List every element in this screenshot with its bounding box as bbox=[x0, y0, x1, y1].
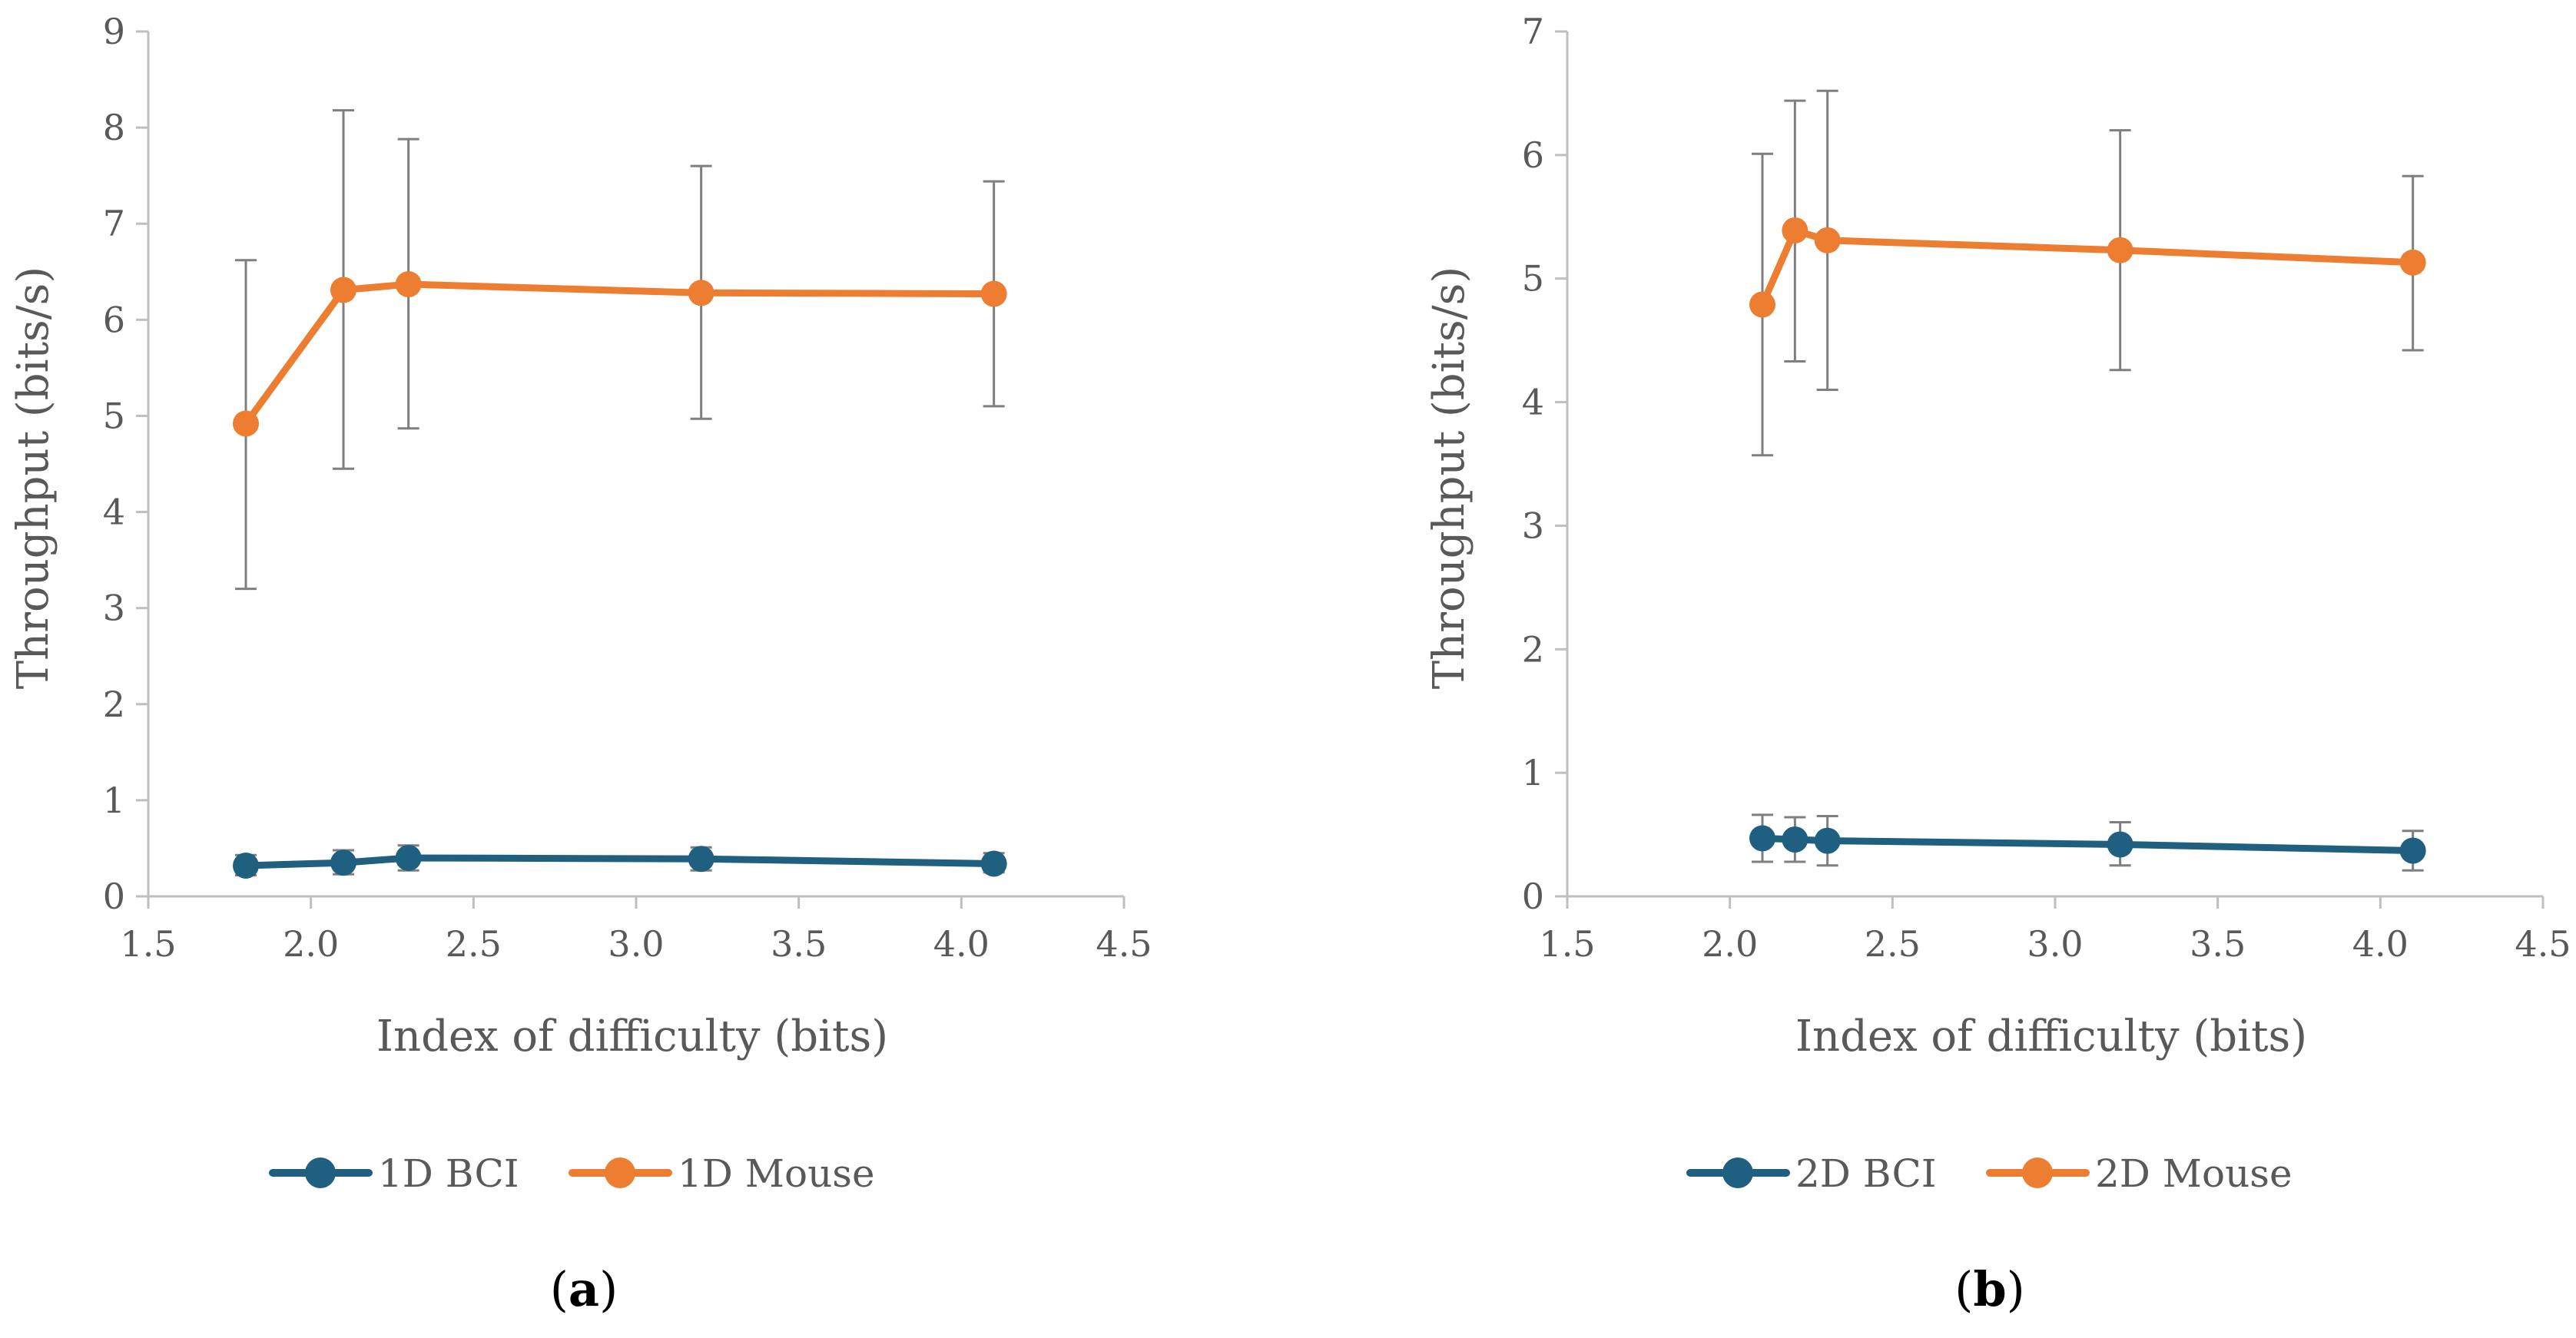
panel-a-x-tick-label: 3.5 bbox=[771, 923, 827, 965]
panel-a-x-tick-label: 4.5 bbox=[1096, 923, 1152, 965]
panel-a-y-tick-label: 9 bbox=[103, 11, 125, 52]
panel-a-bci-point bbox=[233, 852, 259, 879]
panel-b-mouse-point bbox=[1749, 291, 1775, 318]
panel-b-y-tick-label: 5 bbox=[1522, 258, 1544, 300]
panel-a-x-tick-label: 4.0 bbox=[933, 923, 990, 965]
panel-a-mouse-series-line bbox=[242, 280, 998, 427]
panel-a-plot-area: 0 1 2 3 4 5 6 7 8 9 1.5 2.0 2.5 3.0 3.5 4.0 4.5 bbox=[103, 11, 1152, 965]
panel-a-bci-point bbox=[395, 844, 422, 871]
panel-b-x-axis-title: Index of difficulty (bits) bbox=[1795, 1012, 2307, 1061]
panel-b-bci-point bbox=[2107, 831, 2133, 858]
panel-a-mouse-point bbox=[688, 280, 714, 306]
panel-a-legend-mouse-marker bbox=[605, 1158, 635, 1188]
panel-b-x-tick-label: 3.0 bbox=[2027, 923, 2083, 965]
panel-b: Index of difficulty (bits) Throughput (b… bbox=[1424, 11, 2571, 1317]
panel-b-legend: 2D BCI 2D Mouse bbox=[1686, 1151, 2293, 1196]
panel-a-bci-point bbox=[980, 850, 1007, 877]
panel-a-y-tick-label: 0 bbox=[103, 876, 125, 917]
panel-a-x-tick-label: 2.5 bbox=[446, 923, 502, 965]
panel-a-legend-bci-marker bbox=[305, 1158, 336, 1188]
panel-a-bci-series-line bbox=[242, 854, 998, 869]
panel-a-bci-point bbox=[330, 849, 356, 876]
panel-a-y-tick-label: 7 bbox=[103, 203, 125, 244]
panel-a-legend-bci-label: 1D BCI bbox=[378, 1151, 519, 1196]
panel-a-y-tick-label: 4 bbox=[103, 492, 125, 533]
panel-b-x-tick-label: 4.5 bbox=[2515, 923, 2571, 965]
panel-b-y-tick-label: 2 bbox=[1522, 628, 1544, 670]
panel-b-mouse-point bbox=[2107, 237, 2133, 263]
panel-b-y-axis-title: Throughput (bits/s) bbox=[1424, 267, 1474, 689]
panel-a: Index of difficulty (bits) Throughput (b… bbox=[8, 11, 1152, 1317]
panel-a-y-tick-label: 6 bbox=[103, 299, 125, 340]
panel-a-mouse-point bbox=[395, 271, 422, 298]
panel-a-x-tick-label: 1.5 bbox=[120, 923, 176, 965]
panel-b-mouse-point bbox=[1814, 227, 1841, 253]
panel-a-y-tick-label: 5 bbox=[103, 395, 125, 436]
panel-b-y-tick-label: 6 bbox=[1522, 134, 1544, 176]
panel-b-x-tick-label: 2.0 bbox=[1702, 923, 1758, 965]
panel-b-legend-mouse-marker bbox=[2022, 1158, 2053, 1188]
panel-b-legend-bci-label: 2D BCI bbox=[1795, 1151, 1936, 1196]
panel-b-x-tick-label: 4.0 bbox=[2352, 923, 2409, 965]
panel-b-y-tick-label: 7 bbox=[1522, 11, 1544, 52]
panel-a-y-tick-label: 3 bbox=[103, 588, 125, 629]
panel-b-mouse-series-line bbox=[1759, 227, 2417, 308]
panel-a-x-axis-title: Index of difficulty (bits) bbox=[376, 1012, 888, 1061]
panel-b-y-tick-label: 3 bbox=[1522, 505, 1544, 546]
panel-b-x-tick-label: 1.5 bbox=[1539, 923, 1595, 965]
panel-b-caption: (b) bbox=[1954, 1261, 2025, 1317]
panel-b-plot-area: 0 1 2 3 4 5 6 7 1.5 2.0 2.5 3.0 3.5 4.0 4.5 bbox=[1522, 11, 2571, 965]
panel-a-mouse-point bbox=[980, 280, 1007, 307]
panel-b-legend-mouse-label: 2D Mouse bbox=[2095, 1151, 2293, 1196]
panel-b-letter: b bbox=[1973, 1261, 2006, 1317]
panel-a-x-tick-label: 3.0 bbox=[608, 923, 664, 965]
panel-a-letter: a bbox=[569, 1261, 599, 1317]
panel-b-x-tick-label: 2.5 bbox=[1865, 923, 1921, 965]
panel-b-bci-point bbox=[2399, 837, 2426, 864]
panel-a-x-tick-label: 2.0 bbox=[283, 923, 339, 965]
panel-b-mouse-point bbox=[1782, 217, 1809, 243]
panel-b-y-tick-label: 4 bbox=[1522, 382, 1544, 423]
panel-a-y-tick-label: 8 bbox=[103, 107, 125, 148]
panel-b-bci-point bbox=[1749, 825, 1775, 852]
panel-a-legend-mouse-label: 1D Mouse bbox=[678, 1151, 875, 1196]
panel-a-mouse-point bbox=[233, 410, 259, 437]
panel-b-bci-series-line bbox=[1759, 834, 2417, 854]
panel-b-legend-bci-marker bbox=[1722, 1158, 1753, 1188]
panel-b-y-tick-label: 0 bbox=[1522, 876, 1544, 917]
panel-a-legend: 1D BCI 1D Mouse bbox=[269, 1151, 875, 1196]
panel-b-mouse-point bbox=[2399, 249, 2426, 276]
panel-a-y-tick-label: 2 bbox=[103, 684, 125, 725]
panel-a-y-axis-title: Throughput (bits/s) bbox=[8, 267, 58, 689]
panel-a-bci-point bbox=[688, 846, 714, 873]
panel-b-bci-point bbox=[1814, 827, 1841, 854]
panel-a-mouse-point bbox=[330, 277, 356, 303]
panel-b-bci-point bbox=[1782, 826, 1809, 853]
panel-a-caption: (a) bbox=[550, 1261, 618, 1317]
panel-b-y-tick-label: 1 bbox=[1522, 752, 1544, 793]
panel-b-x-tick-label: 3.5 bbox=[2190, 923, 2246, 965]
panel-a-y-tick-label: 1 bbox=[103, 780, 125, 821]
